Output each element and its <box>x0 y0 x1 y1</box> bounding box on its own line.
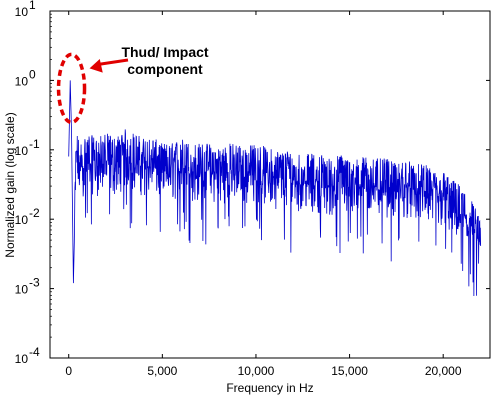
annotation-ellipse <box>56 52 87 125</box>
y-axis-title: Normalized gain (log scale) <box>3 112 17 257</box>
x-tick-label: 0 <box>65 364 72 378</box>
y-tick-label: 10 <box>15 74 29 88</box>
annotation-label: component <box>127 61 203 77</box>
series-line <box>68 80 482 297</box>
y-tick-label: 10 <box>15 5 29 19</box>
annotation-arrowhead <box>89 59 103 73</box>
annotation-arrow <box>98 58 129 66</box>
x-axis-title: Frequency in Hz <box>226 381 313 395</box>
y-tick-exponent: -3 <box>29 276 40 290</box>
x-tick-label: 20,000 <box>425 364 462 378</box>
y-tick-exponent: 1 <box>29 0 36 12</box>
y-tick-exponent: -1 <box>29 137 40 151</box>
y-tick-exponent: -2 <box>29 206 40 220</box>
y-tick-label: 10 <box>15 144 29 158</box>
y-tick-exponent: 0 <box>29 67 36 81</box>
y-tick-label: 10 <box>15 352 29 366</box>
x-tick-label: 15,000 <box>331 364 368 378</box>
y-tick-label: 10 <box>15 283 29 297</box>
x-tick-label: 5,000 <box>147 364 177 378</box>
annotation-label: Thud/ Impact <box>121 44 208 60</box>
x-tick-label: 10,000 <box>238 364 275 378</box>
y-tick-exponent: -4 <box>29 345 40 359</box>
y-tick-label: 10 <box>15 213 29 227</box>
